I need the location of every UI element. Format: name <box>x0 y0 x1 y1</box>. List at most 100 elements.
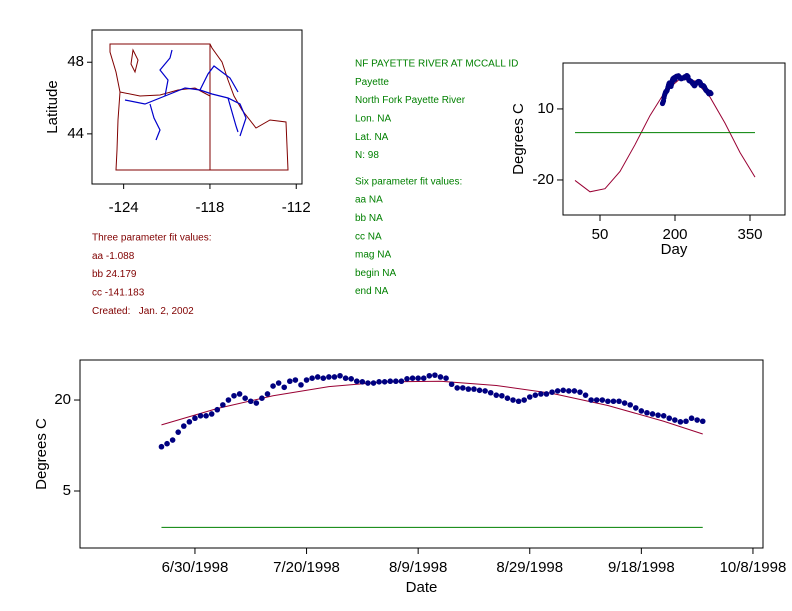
data-point <box>493 392 500 398</box>
data-point <box>515 398 522 405</box>
fit-note: bb 24.179 <box>92 269 137 280</box>
fit-note: Created: Jan. 2, 2002 <box>92 306 194 317</box>
data-point <box>560 387 567 394</box>
data-point <box>426 372 433 379</box>
data-point <box>259 395 265 402</box>
data-point <box>526 394 533 400</box>
data-point <box>582 392 589 398</box>
x-tick-label: 9/18/1998 <box>608 559 675 576</box>
data-point <box>554 388 561 394</box>
data-point <box>242 395 248 402</box>
data-point <box>197 412 204 419</box>
data-point <box>677 419 684 425</box>
y-tick-label: 5 <box>63 482 71 499</box>
data-point <box>638 408 645 414</box>
data-point <box>708 90 714 97</box>
data-point <box>437 374 444 380</box>
data-point <box>359 379 366 385</box>
site-note: aa NA <box>355 195 383 206</box>
x-tick-label: 10/8/1998 <box>720 559 787 576</box>
data-point <box>220 402 226 408</box>
data-point <box>482 388 488 394</box>
x-tick-label: 7/20/1998 <box>273 559 340 576</box>
x-tick-label: 6/30/1998 <box>162 559 229 576</box>
data-point <box>292 377 299 383</box>
data-point <box>683 418 689 425</box>
x-tick-label: 350 <box>737 226 762 243</box>
data-point <box>180 423 187 429</box>
site-note: North Fork Payette River <box>355 95 466 106</box>
data-point <box>320 375 327 381</box>
data-point <box>415 375 421 381</box>
fit-note: Three parameter fit values: <box>92 233 212 244</box>
data-point <box>264 391 271 397</box>
fit-note: aa -1.088 <box>92 251 135 262</box>
data-point <box>499 392 505 399</box>
data-point <box>593 397 600 403</box>
data-point <box>571 388 578 394</box>
data-point <box>365 380 371 386</box>
data-point <box>432 372 438 378</box>
data-point <box>236 391 243 397</box>
data-point <box>655 412 661 418</box>
data-point <box>649 411 656 417</box>
data-point <box>699 418 706 425</box>
x-tick-label: -118 <box>195 199 224 216</box>
data-point <box>644 409 650 416</box>
site-note: Lon. NA <box>355 114 391 125</box>
data-point <box>454 385 461 391</box>
data-point <box>158 443 165 450</box>
site-note: NF PAYETTE RIVER AT MCCALL ID <box>355 59 518 70</box>
data-point <box>459 385 466 391</box>
x-tick-label: 8/9/1998 <box>389 559 447 576</box>
site-note: Six parameter fit values: <box>355 176 462 187</box>
data-point <box>471 386 477 392</box>
data-point <box>247 398 254 405</box>
y-tick-label: -20 <box>532 171 554 188</box>
data-point <box>688 415 695 422</box>
site-note: N: 98 <box>355 150 379 161</box>
data-point <box>632 405 639 411</box>
site-note: cc NA <box>355 231 382 242</box>
data-point <box>164 440 170 447</box>
site-note: Payette <box>355 77 389 88</box>
x-tick-label: -124 <box>109 199 139 216</box>
data-point <box>616 398 622 405</box>
data-point <box>694 417 700 423</box>
y-tick-label: 20 <box>54 391 71 408</box>
x-tick-label: -112 <box>282 199 311 216</box>
data-point <box>543 391 550 397</box>
map-y-label: Latitude <box>44 80 61 133</box>
plot-frame <box>79 359 764 549</box>
y-axis-label: Degrees C <box>33 418 50 490</box>
y-tick-label: 10 <box>537 100 554 117</box>
data-point <box>393 378 399 385</box>
data-point <box>337 372 343 379</box>
plot-frame <box>562 62 786 216</box>
data-point <box>348 376 354 382</box>
data-point <box>326 374 332 380</box>
data-point <box>672 417 678 423</box>
data-point <box>605 398 611 405</box>
data-point <box>504 395 511 402</box>
data-point <box>298 382 304 388</box>
data-point <box>203 412 209 419</box>
data-point <box>169 437 176 443</box>
data-point <box>353 378 360 385</box>
data-point <box>599 397 606 403</box>
y-axis-label: Degrees C <box>510 103 527 175</box>
data-point <box>610 398 617 405</box>
map-frame <box>91 29 303 185</box>
y-tick-label: 48 <box>67 53 84 70</box>
data-point <box>387 378 394 385</box>
site-note: mag NA <box>355 250 391 261</box>
data-point <box>627 402 633 408</box>
data-point <box>420 375 427 381</box>
data-point <box>281 384 288 391</box>
data-point <box>270 383 276 389</box>
data-point <box>214 406 221 413</box>
fit-line <box>161 380 703 435</box>
site-note: bb NA <box>355 213 383 224</box>
